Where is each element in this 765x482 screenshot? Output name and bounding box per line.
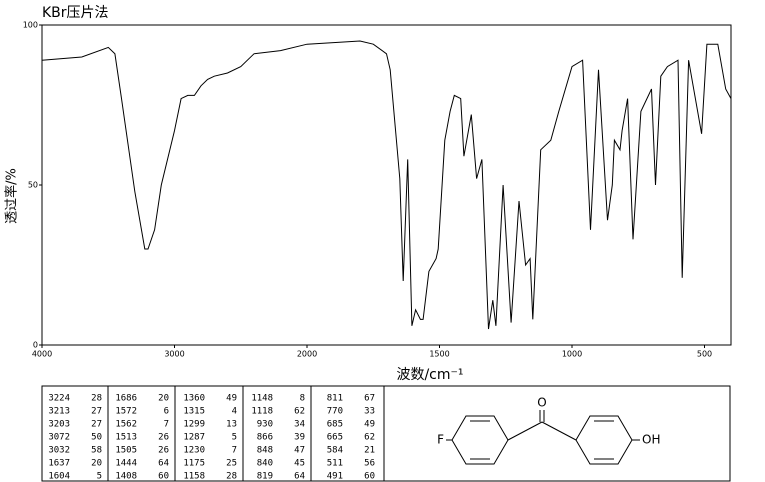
- peak-wavenumber: 1315: [183, 407, 205, 417]
- peak-intensity: 64: [158, 459, 169, 469]
- peak-wavenumber: 1604: [48, 472, 70, 482]
- peak-wavenumber: 1175: [183, 459, 205, 469]
- x-tick-label: 3000: [164, 350, 184, 359]
- table-frame: [41, 385, 731, 482]
- peak-wavenumber: 1562: [115, 420, 137, 430]
- peak-intensity: 47: [294, 446, 305, 456]
- peak-wavenumber: 1158: [183, 472, 205, 482]
- peak-wavenumber: 3072: [48, 433, 70, 443]
- peak-wavenumber: 770: [327, 407, 343, 417]
- peak-wavenumber: 930: [257, 420, 273, 430]
- peak-wavenumber: 1408: [115, 472, 137, 482]
- peak-intensity: 8: [300, 394, 305, 404]
- y-tick-label: 50: [28, 181, 38, 190]
- peak-wavenumber: 1118: [251, 407, 273, 417]
- peak-intensity: 67: [364, 394, 375, 404]
- peak-intensity: 34: [294, 420, 305, 430]
- peak-wavenumber: 1148: [251, 394, 273, 404]
- peak-wavenumber: 1360: [183, 394, 205, 404]
- peak-intensity: 60: [364, 472, 375, 482]
- peak-intensity: 28: [226, 472, 237, 482]
- peak-intensity: 4: [232, 407, 237, 417]
- peak-intensity: 58: [91, 446, 102, 456]
- peak-intensity: 56: [364, 459, 375, 469]
- y-tick-label: 0: [33, 341, 38, 350]
- structure-drawing: [446, 410, 640, 465]
- y-tick-label: 100: [23, 21, 38, 30]
- peak-intensity: 26: [158, 446, 169, 456]
- atom-label: F: [437, 433, 444, 447]
- peak-intensity: 25: [226, 459, 237, 469]
- peak-wavenumber: 1686: [115, 394, 137, 404]
- peak-wavenumber: 3032: [48, 446, 70, 456]
- peak-intensity: 21: [364, 446, 375, 456]
- peak-wavenumber: 511: [327, 459, 343, 469]
- peak-wavenumber: 1572: [115, 407, 137, 417]
- x-axis-label: 波数/cm⁻¹: [396, 367, 463, 383]
- benzene-ring: [575, 415, 633, 465]
- atom-label: OH: [642, 433, 660, 447]
- peak-wavenumber: 848: [257, 446, 273, 456]
- plot-frame: [41, 24, 732, 346]
- x-tick-label: 1500: [429, 350, 449, 359]
- peak-intensity: 64: [294, 472, 305, 482]
- peak-wavenumber: 1444: [115, 459, 137, 469]
- peak-intensity: 28: [91, 394, 102, 404]
- peak-intensity: 62: [364, 433, 375, 443]
- benzene-ring: [451, 415, 509, 465]
- peak-intensity: 27: [91, 407, 102, 417]
- x-tick-label: 1000: [562, 350, 582, 359]
- peak-wavenumber: 1505: [115, 446, 137, 456]
- peak-intensity: 33: [364, 407, 375, 417]
- peak-intensity: 62: [294, 407, 305, 417]
- peak-intensity: 7: [164, 420, 169, 430]
- bond: [541, 421, 577, 441]
- x-tick-label: 2000: [297, 350, 317, 359]
- y-axis-label: 透过率/%: [4, 168, 20, 224]
- peak-intensity: 5: [232, 433, 237, 443]
- peak-wavenumber: 1637: [48, 459, 70, 469]
- peak-intensity: 26: [158, 433, 169, 443]
- peak-wavenumber: 1287: [183, 433, 205, 443]
- peak-intensity: 39: [294, 433, 305, 443]
- peak-wavenumber: 840: [257, 459, 273, 469]
- chart-title: KBr压片法: [42, 5, 109, 21]
- peak-wavenumber: 819: [257, 472, 273, 482]
- peak-wavenumber: 3213: [48, 407, 70, 417]
- x-tick-label: 500: [697, 350, 712, 359]
- peak-wavenumber: 3203: [48, 420, 70, 430]
- atom-label: O: [537, 396, 546, 410]
- peak-intensity: 20: [91, 459, 102, 469]
- spectrum-line: [41, 40, 732, 330]
- peak-intensity: 49: [364, 420, 375, 430]
- peak-intensity: 6: [164, 407, 169, 417]
- peak-intensity: 27: [91, 420, 102, 430]
- peak-intensity: 45: [294, 459, 305, 469]
- peak-intensity: 13: [226, 420, 237, 430]
- peak-wavenumber: 866: [257, 433, 273, 443]
- peak-wavenumber: 1513: [115, 433, 137, 443]
- peak-wavenumber: 665: [327, 433, 343, 443]
- peak-intensity: 20: [158, 394, 169, 404]
- peak-intensity: 7: [232, 446, 237, 456]
- peak-wavenumber: 811: [327, 394, 343, 404]
- peak-wavenumber: 1230: [183, 446, 205, 456]
- bond: [507, 421, 543, 441]
- peak-wavenumber: 685: [327, 420, 343, 430]
- peak-intensity: 60: [158, 472, 169, 482]
- peak-wavenumber: 584: [327, 446, 343, 456]
- peak-intensity: 50: [91, 433, 102, 443]
- x-tick-label: 4000: [32, 350, 52, 359]
- peak-wavenumber: 491: [327, 472, 343, 482]
- peak-wavenumber: 3224: [48, 394, 70, 404]
- peak-intensity: 5: [97, 472, 102, 482]
- peak-intensity: 49: [226, 394, 237, 404]
- peak-wavenumber: 1299: [183, 420, 205, 430]
